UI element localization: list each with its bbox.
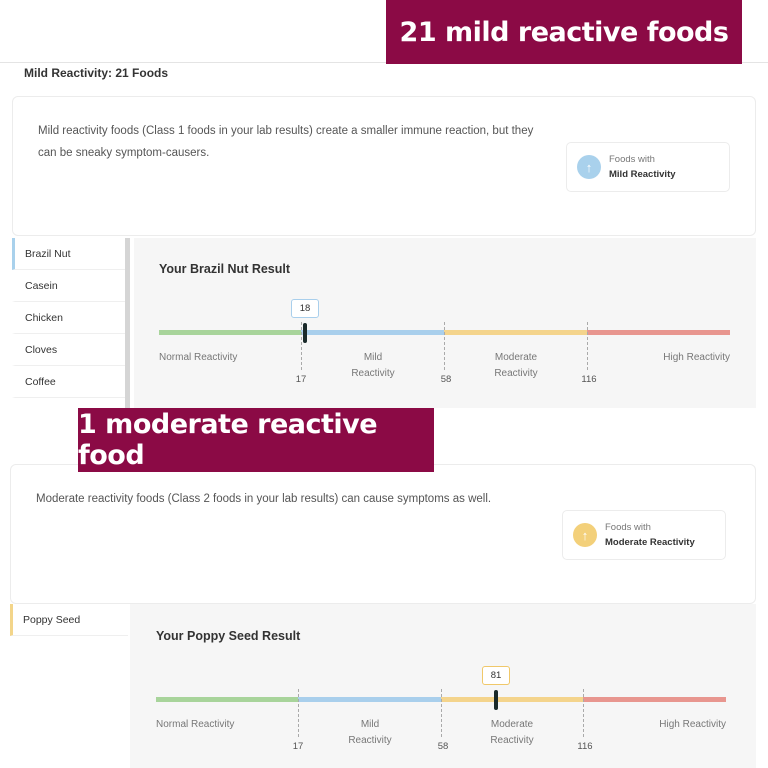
- food-list: Poppy Seed: [10, 604, 128, 636]
- zone-label-mild: Mild Reactivity: [348, 719, 392, 746]
- moderate-zone-bar: [444, 330, 587, 335]
- result-area: [134, 238, 756, 408]
- zone-label-high: High Reactivity: [659, 719, 726, 730]
- threshold-116: 116: [581, 374, 597, 385]
- badge-line1: Foods with: [609, 154, 655, 165]
- normal-zone-bar: [156, 697, 298, 702]
- threshold-line: [587, 322, 588, 370]
- moderate-banner: 1 moderate reactive food: [78, 408, 434, 472]
- section-title: Mild Reactivity: 21 Foods: [24, 66, 169, 80]
- threshold-line: [444, 322, 445, 370]
- arrow-up-icon: ↑: [577, 155, 601, 179]
- threshold-line: [298, 689, 299, 737]
- mild-reactivity-panel: Mild Reactivity: 21 Foods Mild reactivit…: [0, 62, 768, 408]
- result-marker: [494, 690, 498, 710]
- badge-line2: Mild Reactivity: [609, 169, 676, 180]
- mild-description: Mild reactivity foods (Class 1 foods in …: [38, 125, 534, 159]
- threshold-17: 17: [292, 741, 304, 752]
- food-item-chicken[interactable]: Chicken: [12, 302, 130, 334]
- threshold-line: [441, 689, 442, 737]
- mild-zone-bar: [301, 330, 444, 335]
- zone-label-normal: Normal Reactivity: [159, 352, 238, 363]
- food-item-casein[interactable]: Casein: [12, 270, 130, 302]
- zone-label-normal: Normal Reactivity: [156, 719, 235, 730]
- normal-zone-bar: [159, 330, 301, 335]
- threshold-17: 17: [295, 374, 307, 385]
- high-zone-bar: [583, 697, 726, 702]
- moderate-zone-bar: [441, 697, 583, 702]
- result-title: Your Brazil Nut Result: [159, 262, 291, 276]
- food-list: Brazil Nut Casein Chicken Cloves Coffee: [12, 238, 130, 398]
- result-marker: [303, 323, 307, 343]
- zone-label-moderate: Moderate Reactivity: [494, 352, 538, 379]
- result-title: Your Poppy Seed Result: [156, 629, 301, 643]
- threshold-line: [301, 322, 302, 370]
- threshold-58: 58: [437, 741, 449, 752]
- moderate-reactivity-badge: ↑ Foods with Moderate Reactivity: [562, 510, 726, 560]
- moderate-description: Moderate reactivity foods (Class 2 foods…: [36, 493, 492, 505]
- result-area: [130, 604, 756, 768]
- threshold-58: 58: [440, 374, 452, 385]
- mild-banner: 21 mild reactive foods: [386, 0, 742, 64]
- zone-label-moderate: Moderate Reactivity: [490, 719, 534, 746]
- arrow-up-icon: ↑: [573, 523, 597, 547]
- food-item-brazil-nut[interactable]: Brazil Nut: [12, 238, 130, 270]
- food-item-cloves[interactable]: Cloves: [12, 334, 130, 366]
- zone-label-mild: Mild Reactivity: [351, 352, 395, 379]
- mild-reactivity-badge: ↑ Foods with Mild Reactivity: [566, 142, 730, 192]
- threshold-line: [583, 689, 584, 737]
- mild-zone-bar: [298, 697, 441, 702]
- result-value: 18: [291, 299, 319, 318]
- food-list-scrollbar[interactable]: [125, 238, 130, 408]
- zone-label-high: High Reactivity: [663, 352, 730, 363]
- badge-line1: Foods with: [605, 522, 651, 533]
- badge-line2: Moderate Reactivity: [605, 537, 695, 548]
- threshold-116: 116: [577, 741, 593, 752]
- food-item-poppy-seed[interactable]: Poppy Seed: [10, 604, 128, 636]
- result-value: 81: [482, 666, 510, 685]
- high-zone-bar: [587, 330, 730, 335]
- food-item-coffee[interactable]: Coffee: [12, 366, 130, 398]
- divider: [0, 62, 768, 63]
